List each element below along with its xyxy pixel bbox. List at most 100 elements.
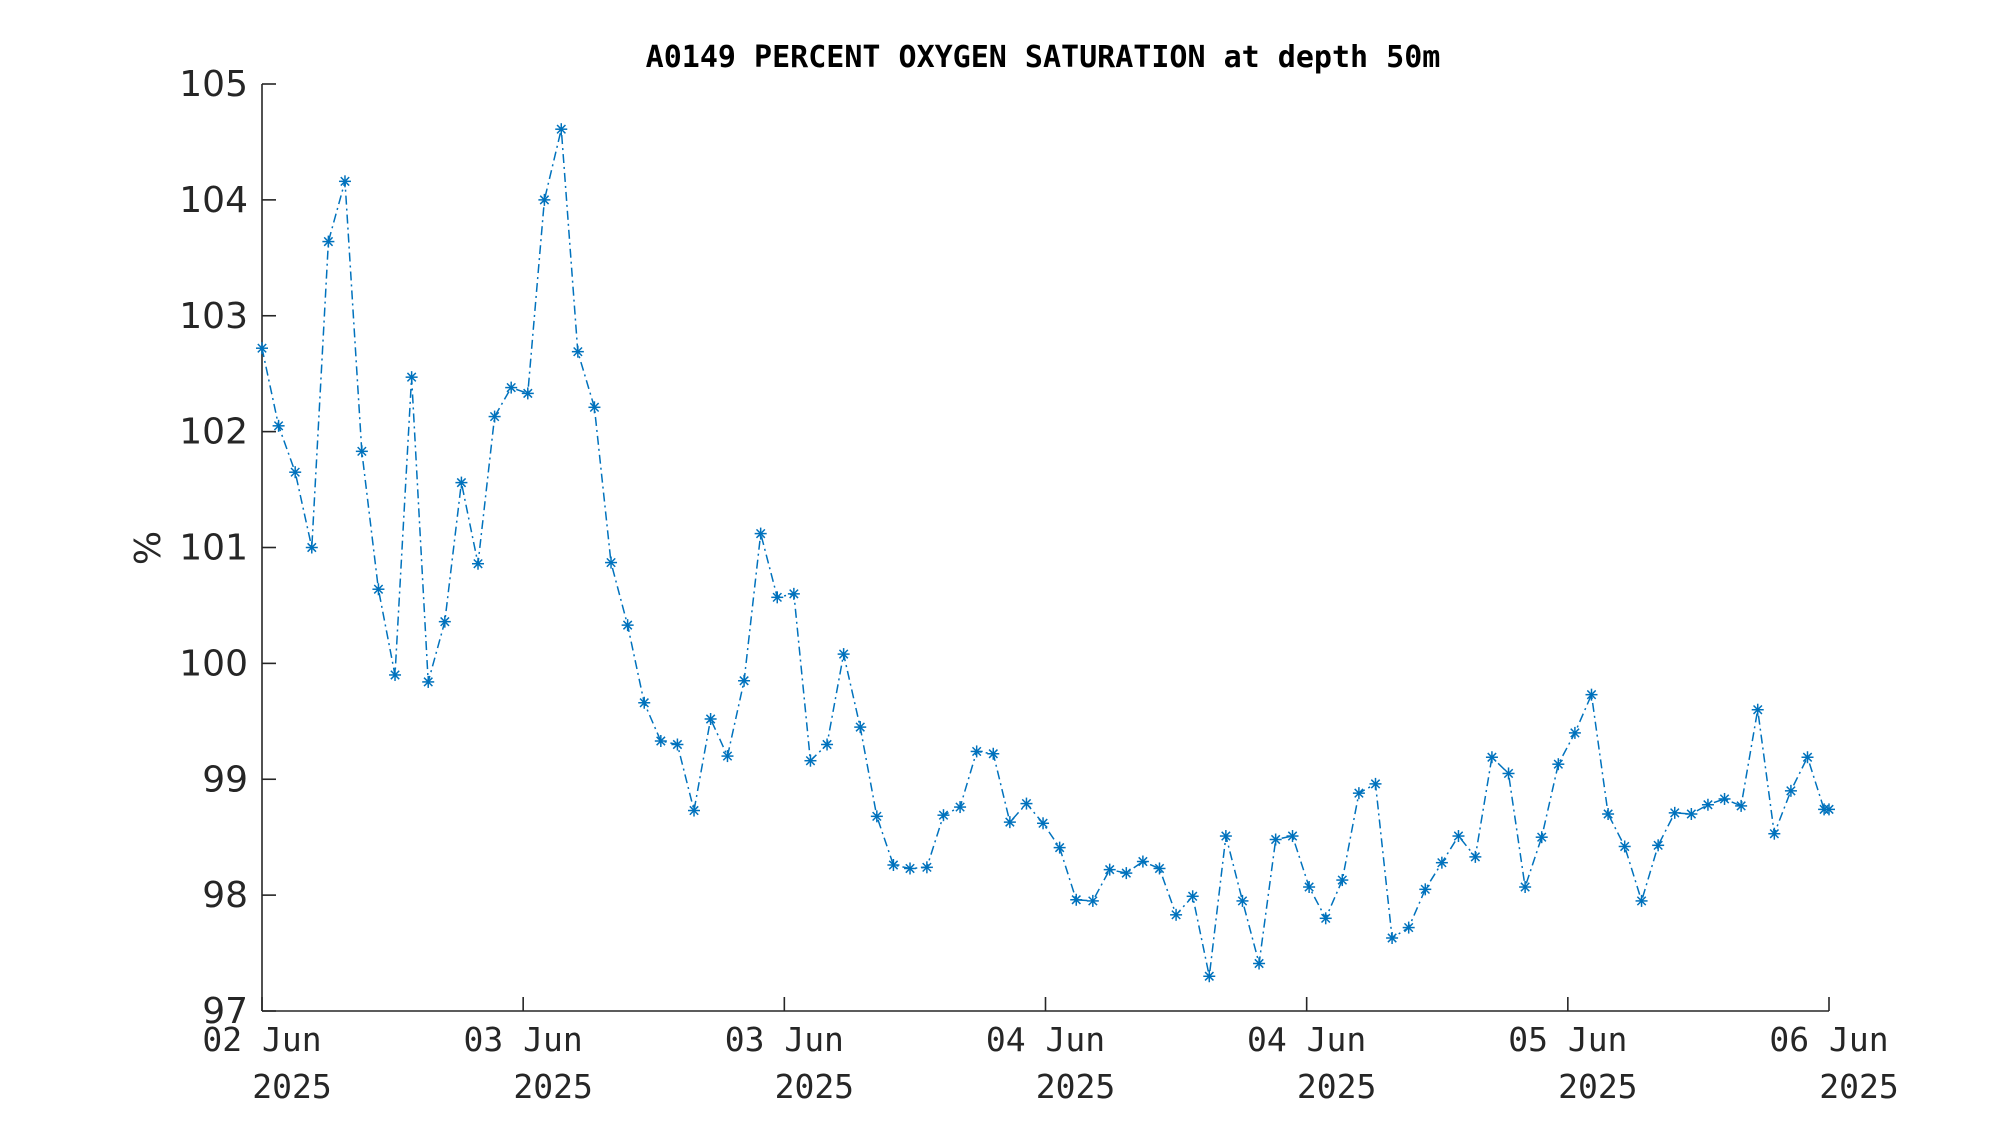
x-tick-day-label: 04 Jun	[1247, 1020, 1366, 1059]
data-point-marker	[887, 858, 900, 871]
x-tick-year-label: 2025	[1819, 1067, 1898, 1106]
data-point-marker	[654, 735, 667, 748]
data-point-marker	[1070, 893, 1083, 906]
data-point-marker	[1352, 787, 1365, 800]
data-point-marker	[1452, 830, 1465, 843]
data-point-marker	[538, 193, 551, 206]
y-tick-label: 101	[179, 528, 248, 569]
data-point-marker	[1120, 867, 1133, 880]
x-tick-year-label: 2025	[252, 1067, 331, 1106]
data-point-marker	[804, 754, 817, 767]
y-tick-label: 98	[202, 875, 248, 916]
series-line	[261, 129, 1829, 977]
data-point-marker	[1037, 817, 1050, 830]
data-point-marker	[1003, 816, 1016, 829]
data-point-marker	[771, 591, 784, 604]
x-tick-year-label: 2025	[775, 1067, 854, 1106]
data-point-marker	[1718, 792, 1731, 805]
data-point-marker	[1236, 894, 1249, 907]
x-tick-day-label: 03 Jun	[725, 1020, 844, 1059]
x-tick-day-label: 06 Jun	[1769, 1020, 1888, 1059]
data-point-marker	[870, 810, 883, 823]
data-point-marker	[521, 387, 534, 400]
data-point-marker	[837, 648, 850, 661]
data-point-marker	[1585, 688, 1598, 701]
y-tick-label: 104	[179, 180, 248, 221]
data-point-marker	[472, 557, 485, 570]
chart-title: A0149 PERCENT OXYGEN SATURATION at depth…	[646, 40, 1441, 75]
data-point-marker	[1402, 921, 1415, 934]
data-point-marker	[1186, 890, 1199, 903]
y-tick-label: 100	[179, 643, 248, 684]
y-tick-label: 97	[202, 991, 248, 1032]
data-point-marker	[738, 674, 751, 687]
data-point-marker	[904, 862, 917, 875]
y-axis-ticks: 97 98 99 100 101 102 103 104 105	[179, 64, 276, 1032]
data-point-marker	[455, 476, 468, 489]
data-point-marker	[272, 419, 285, 432]
data-point-marker	[1435, 856, 1448, 869]
data-point-marker	[555, 123, 568, 136]
data-point-marker	[1685, 808, 1698, 821]
data-point-marker	[954, 801, 967, 814]
x-tick-day-label: 04 Jun	[986, 1020, 1105, 1059]
data-point-marker	[987, 747, 1000, 760]
data-point-marker	[1336, 874, 1349, 887]
x-tick-year-label: 2025	[1036, 1067, 1115, 1106]
data-point-marker	[372, 583, 385, 596]
data-point-marker	[422, 675, 435, 688]
data-point-marker	[1751, 703, 1764, 716]
y-tick-label: 105	[179, 64, 248, 105]
data-point-marker	[1519, 881, 1532, 894]
data-point-marker	[305, 541, 318, 554]
y-axis-label: %	[128, 531, 169, 565]
data-point-marker	[821, 738, 834, 751]
data-point-marker	[1303, 881, 1316, 894]
data-point-marker	[1568, 726, 1581, 739]
data-point-marker	[937, 809, 950, 822]
data-point-marker	[355, 445, 368, 458]
data-point-marker	[1269, 833, 1282, 846]
data-point-marker	[1823, 803, 1835, 816]
y-tick-label: 99	[202, 759, 248, 800]
x-tick-year-label: 2025	[1558, 1067, 1637, 1106]
data-point-marker	[1701, 798, 1714, 811]
data-point-marker	[1535, 831, 1548, 844]
data-point-marker	[438, 615, 451, 628]
data-point-marker	[1386, 931, 1399, 944]
data-point-marker	[1369, 777, 1382, 790]
data-point-marker	[721, 750, 734, 763]
data-point-marker	[1136, 855, 1149, 868]
data-point-marker	[1286, 830, 1299, 843]
data-point-marker	[505, 381, 518, 394]
data-point-marker	[488, 410, 501, 423]
data-point-marker	[1103, 863, 1116, 876]
data-point-marker	[256, 342, 268, 355]
data-point-marker	[1253, 957, 1266, 970]
data-point-marker	[1219, 830, 1232, 843]
data-point-marker	[1203, 970, 1216, 983]
data-point-marker	[1552, 758, 1565, 771]
y-tick-label: 102	[179, 412, 248, 453]
data-point-marker	[1735, 799, 1748, 812]
data-point-marker	[1768, 827, 1781, 840]
data-point-marker	[1170, 908, 1183, 921]
data-point-marker	[1153, 862, 1166, 875]
data-point-marker	[588, 401, 601, 414]
x-tick-day-label: 05 Jun	[1508, 1020, 1627, 1059]
data-point-marker	[787, 587, 800, 600]
data-point-marker	[289, 466, 302, 479]
series-markers	[256, 123, 1835, 983]
data-point-marker	[1086, 894, 1099, 907]
data-point-marker	[1020, 797, 1033, 810]
data-point-marker	[1784, 784, 1797, 797]
x-tick-day-label: 03 Jun	[464, 1020, 583, 1059]
data-point-marker	[1668, 806, 1681, 819]
data-point-marker	[688, 804, 701, 817]
data-point-marker	[1053, 841, 1066, 854]
x-tick-day-label: 02 Jun	[202, 1020, 321, 1059]
data-point-marker	[1419, 883, 1432, 896]
data-point-marker	[1319, 912, 1332, 925]
data-point-marker	[389, 668, 402, 681]
